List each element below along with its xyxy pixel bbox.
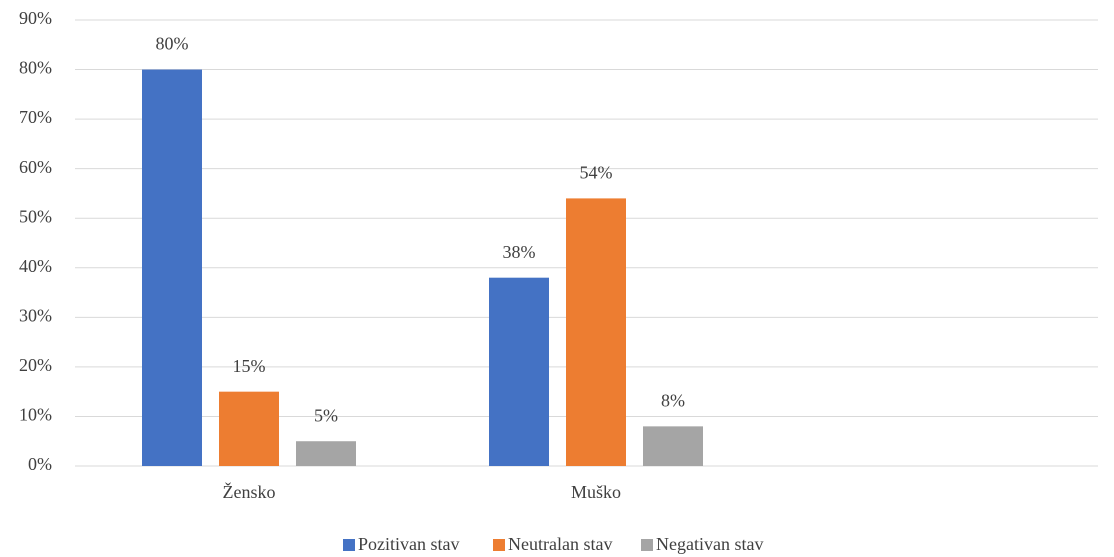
legend-swatch (343, 539, 355, 551)
value-label: 54% (580, 163, 613, 183)
bar (566, 198, 626, 466)
y-tick-label: 90% (19, 8, 52, 28)
value-label: 38% (503, 242, 536, 262)
bar (219, 391, 279, 466)
value-label: 5% (314, 405, 338, 425)
x-tick-label: Muško (571, 482, 621, 502)
y-tick-label: 10% (19, 405, 52, 425)
x-tick-label: Žensko (223, 481, 276, 502)
legend-label: Neutralan stav (508, 534, 612, 554)
bar (643, 426, 703, 466)
bar (296, 441, 356, 466)
bar (142, 69, 202, 467)
y-tick-label: 60% (19, 157, 52, 177)
y-tick-label: 80% (19, 58, 52, 78)
legend-swatch (641, 539, 653, 551)
value-label: 80% (156, 34, 189, 54)
y-tick-label: 40% (19, 256, 52, 276)
legend-label: Pozitivan stav (358, 534, 460, 554)
y-tick-label: 30% (19, 305, 52, 325)
bar (489, 277, 549, 466)
legend-label: Negativan stav (656, 534, 763, 554)
legend-swatch (493, 539, 505, 551)
value-label: 15% (233, 356, 266, 376)
y-tick-label: 50% (19, 206, 52, 226)
y-tick-label: 20% (19, 355, 52, 375)
y-tick-label: 70% (19, 107, 52, 127)
value-label: 8% (661, 390, 685, 410)
y-tick-label: 0% (28, 454, 52, 474)
